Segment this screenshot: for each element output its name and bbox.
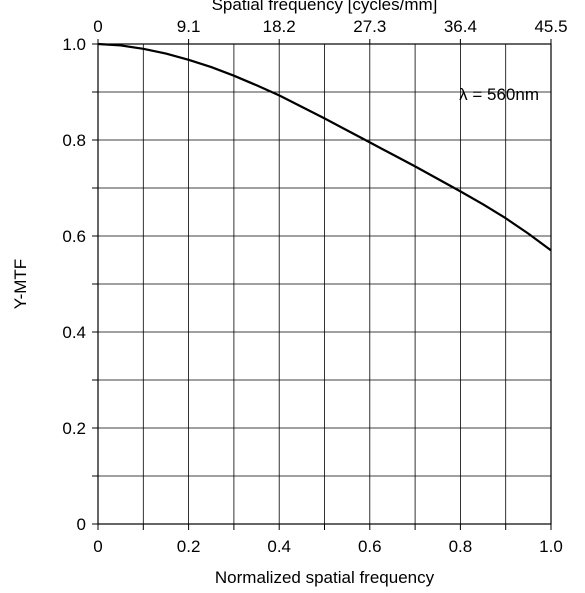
ticks: [92, 39, 552, 530]
y-tick-label: 0.8: [62, 131, 86, 150]
mtf-curve: [97, 42, 552, 252]
top-tick-label: 0: [93, 17, 102, 36]
top-tick-label: 9.1: [177, 17, 201, 36]
x-tick-label: 1.0: [539, 537, 563, 556]
x-axis-title: Normalized spatial frequency: [215, 568, 435, 587]
series-layer: [97, 42, 552, 252]
x-tick-label: 0.2: [177, 537, 201, 556]
y-tick-label: 0: [77, 515, 86, 534]
wavelength-annotation: λ = 560nm: [459, 85, 539, 104]
x-tick-label: 0.4: [267, 537, 291, 556]
top-tick-label: 45.5: [534, 17, 567, 36]
y-axis-title: Y-MTF: [11, 259, 30, 309]
x-tick-label: 0.8: [449, 537, 473, 556]
tick-labels: 0 0.2 0.4 0.6 0.8 1.0 0 0.2 0.4 0.6 0.8 1.0 0 9.1 18.2…: [62, 17, 567, 556]
top-tick-label: 36.4: [444, 17, 477, 36]
top-axis-title: Spatial frequency [cycles/mm]: [212, 0, 438, 14]
top-tick-label: 18.2: [263, 17, 296, 36]
y-tick-label: 0.2: [62, 419, 86, 438]
y-tick-label: 0.4: [62, 323, 86, 342]
x-tick-label: 0: [93, 537, 102, 556]
x-tick-label: 0.6: [358, 537, 382, 556]
y-tick-label: 0.6: [62, 227, 86, 246]
top-tick-label: 27.3: [353, 17, 386, 36]
grid: [98, 44, 551, 524]
y-tick-label: 1.0: [62, 35, 86, 54]
